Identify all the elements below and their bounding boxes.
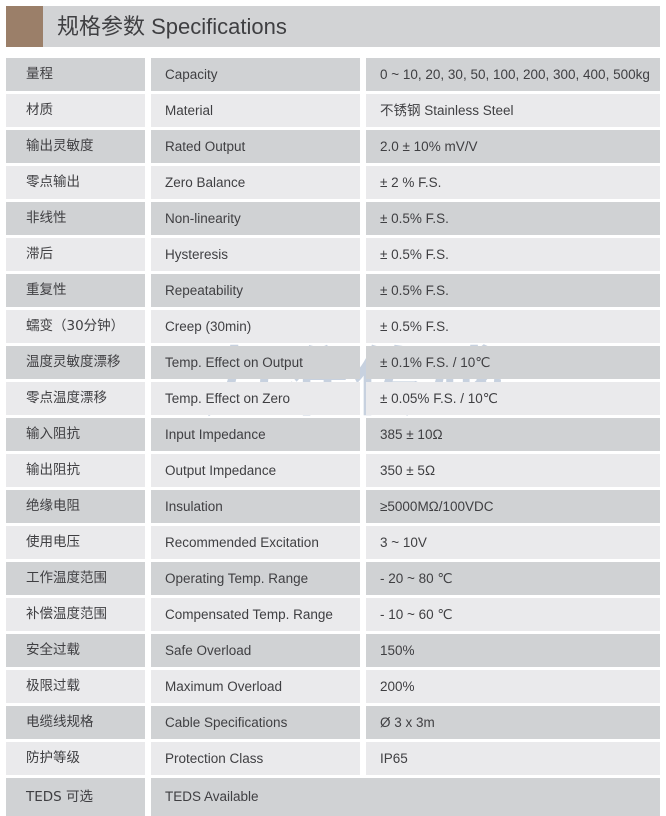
- table-row: 输入阻抗 Input Impedance 385 ± 10Ω: [6, 418, 660, 451]
- spec-label-en: Capacity: [151, 58, 360, 91]
- spec-value: Ø 3 x 3m: [366, 706, 660, 739]
- spec-value: ± 0.5% F.S.: [366, 274, 660, 307]
- spec-label-cn: 输入阻抗: [6, 418, 145, 451]
- spec-value: 不锈钢 Stainless Steel: [366, 94, 660, 127]
- spec-label-cn: 使用电压: [6, 526, 145, 559]
- table-row: 输出阻抗 Output Impedance 350 ± 5Ω: [6, 454, 660, 487]
- table-row: 材质 Material 不锈钢 Stainless Steel: [6, 94, 660, 127]
- page-header: 规格参数 Specifications: [6, 6, 660, 47]
- spec-label-cn: 温度灵敏度漂移: [6, 346, 145, 379]
- spec-label-en: Safe Overload: [151, 634, 360, 667]
- spec-label-cn: TEDS 可选: [6, 778, 145, 816]
- spec-label-cn: 输出灵敏度: [6, 130, 145, 163]
- spec-label-cn: 防护等级: [6, 742, 145, 775]
- header-accent-block: [6, 6, 43, 47]
- spec-label-en: Temp. Effect on Output: [151, 346, 360, 379]
- table-row: 滞后 Hysteresis ± 0.5% F.S.: [6, 238, 660, 271]
- spec-value: IP65: [366, 742, 660, 775]
- table-row: 重复性 Repeatability ± 0.5% F.S.: [6, 274, 660, 307]
- spec-label-en: Maximum Overload: [151, 670, 360, 703]
- table-row: 非线性 Non-linearity ± 0.5% F.S.: [6, 202, 660, 235]
- spec-label-en: Creep (30min): [151, 310, 360, 343]
- spec-label-en: TEDS Available: [151, 778, 360, 816]
- spec-label-cn: 补偿温度范围: [6, 598, 145, 631]
- spec-label-en: Material: [151, 94, 360, 127]
- spec-value: ± 0.05% F.S. / 10℃: [366, 382, 660, 415]
- spec-value: 350 ± 5Ω: [366, 454, 660, 487]
- spec-label-cn: 极限过载: [6, 670, 145, 703]
- spec-label-en: Operating Temp. Range: [151, 562, 360, 595]
- spec-label-en: Rated Output: [151, 130, 360, 163]
- spec-label-en: Temp. Effect on Zero: [151, 382, 360, 415]
- spec-label-cn: 蠕变（30分钟）: [6, 310, 145, 343]
- spec-value: ≥5000MΩ/100VDC: [366, 490, 660, 523]
- table-row: 零点输出 Zero Balance ± 2 % F.S.: [6, 166, 660, 199]
- spec-value: - 10 ~ 60 ℃: [366, 598, 660, 631]
- spec-label-cn: 滞后: [6, 238, 145, 271]
- table-row: 绝缘电阻 Insulation ≥5000MΩ/100VDC: [6, 490, 660, 523]
- spec-value: 0 ~ 10, 20, 30, 50, 100, 200, 300, 400, …: [366, 58, 660, 91]
- spec-value: 200%: [366, 670, 660, 703]
- spec-value: ± 0.5% F.S.: [366, 202, 660, 235]
- table-row: 电缆线规格 Cable Specifications Ø 3 x 3m: [6, 706, 660, 739]
- table-row: 工作温度范围 Operating Temp. Range - 20 ~ 80 ℃: [6, 562, 660, 595]
- spec-label-cn: 非线性: [6, 202, 145, 235]
- specifications-table: 量程 Capacity 0 ~ 10, 20, 30, 50, 100, 200, …: [6, 58, 660, 816]
- spec-label-cn: 工作温度范围: [6, 562, 145, 595]
- spec-label-en: Protection Class: [151, 742, 360, 775]
- spec-label-en: Zero Balance: [151, 166, 360, 199]
- spec-label-en: Input Impedance: [151, 418, 360, 451]
- table-row: TEDS 可选 TEDS Available: [6, 778, 660, 816]
- spec-value: 150%: [366, 634, 660, 667]
- spec-label-en: Hysteresis: [151, 238, 360, 271]
- table-row: 量程 Capacity 0 ~ 10, 20, 30, 50, 100, 200, …: [6, 58, 660, 91]
- spec-label-en: Cable Specifications: [151, 706, 360, 739]
- table-row: 零点温度漂移 Temp. Effect on Zero ± 0.05% F.S. /…: [6, 382, 660, 415]
- table-row: 安全过载 Safe Overload 150%: [6, 634, 660, 667]
- spec-value: ± 0.1% F.S. / 10℃: [366, 346, 660, 379]
- spec-label-cn: 量程: [6, 58, 145, 91]
- spec-value: 3 ~ 10V: [366, 526, 660, 559]
- spec-label-en: Recommended Excitation: [151, 526, 360, 559]
- spec-label-cn: 输出阻抗: [6, 454, 145, 487]
- table-row: 温度灵敏度漂移 Temp. Effect on Output ± 0.1% F.S.…: [6, 346, 660, 379]
- spec-value: ± 0.5% F.S.: [366, 310, 660, 343]
- spec-label-en: Output Impedance: [151, 454, 360, 487]
- spec-label-cn: 绝缘电阻: [6, 490, 145, 523]
- spec-value: - 20 ~ 80 ℃: [366, 562, 660, 595]
- spec-label-cn: 零点温度漂移: [6, 382, 145, 415]
- spec-label-en: Insulation: [151, 490, 360, 523]
- table-row: 蠕变（30分钟） Creep (30min) ± 0.5% F.S.: [6, 310, 660, 343]
- spec-label-cn: 零点输出: [6, 166, 145, 199]
- spec-value: 2.0 ± 10% mV/V: [366, 130, 660, 163]
- table-row: 补偿温度范围 Compensated Temp. Range - 10 ~ 60 ℃: [6, 598, 660, 631]
- spec-label-en: Non-linearity: [151, 202, 360, 235]
- spec-value: ± 0.5% F.S.: [366, 238, 660, 271]
- spec-label-cn: 材质: [6, 94, 145, 127]
- table-row: 防护等级 Protection Class IP65: [6, 742, 660, 775]
- spec-label-cn: 电缆线规格: [6, 706, 145, 739]
- table-row: 极限过载 Maximum Overload 200%: [6, 670, 660, 703]
- spec-label-en: Repeatability: [151, 274, 360, 307]
- spec-label-cn: 安全过载: [6, 634, 145, 667]
- spec-value: ± 2 % F.S.: [366, 166, 660, 199]
- spec-value: 385 ± 10Ω: [366, 418, 660, 451]
- spec-value: [360, 778, 660, 816]
- spec-label-cn: 重复性: [6, 274, 145, 307]
- page-title: 规格参数 Specifications: [57, 14, 287, 39]
- spec-label-en: Compensated Temp. Range: [151, 598, 360, 631]
- table-row: 输出灵敏度 Rated Output 2.0 ± 10% mV/V: [6, 130, 660, 163]
- table-row: 使用电压 Recommended Excitation 3 ~ 10V: [6, 526, 660, 559]
